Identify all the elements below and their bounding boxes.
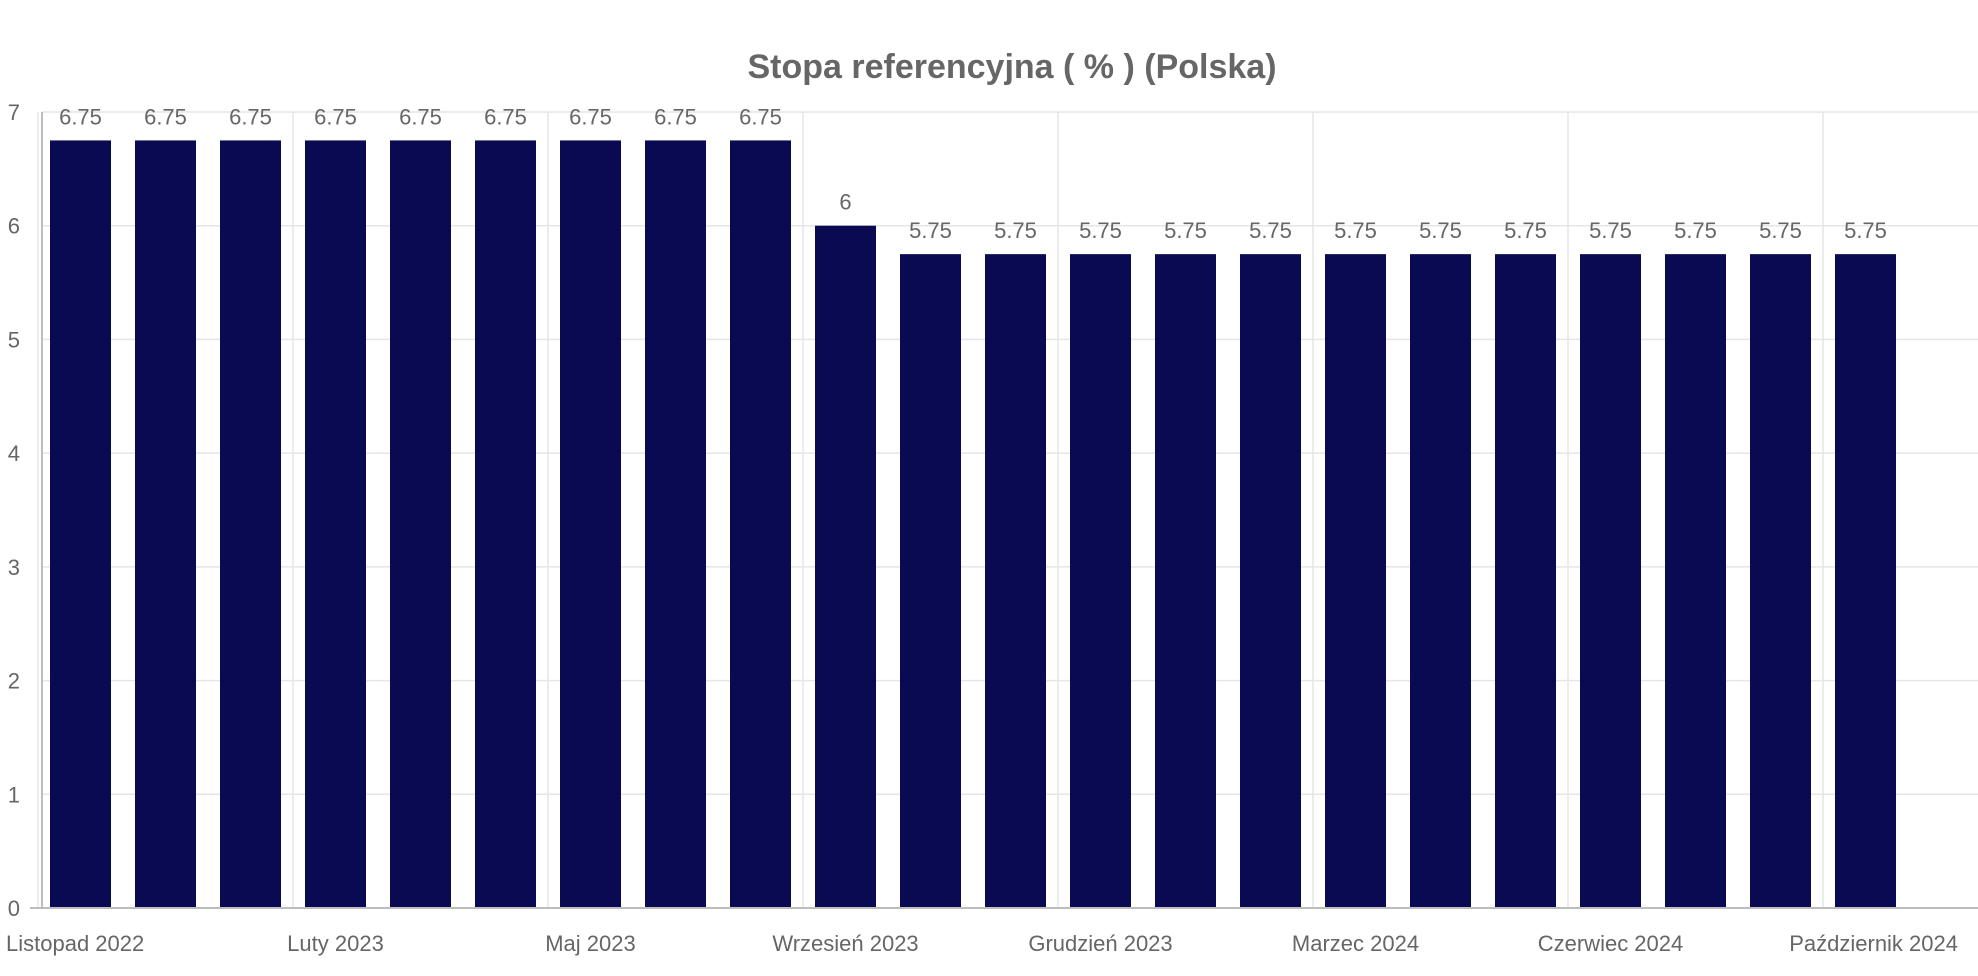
bar xyxy=(1070,254,1131,909)
bar xyxy=(645,140,706,908)
y-tick-label: 7 xyxy=(8,100,20,125)
x-tick-label: Czerwiec 2024 xyxy=(1538,931,1684,956)
bar xyxy=(1155,254,1216,909)
data-labels: 6.75 6.75 6.75 6.75 6.75 6.75 6.75 6.75 6.75 6 5.7… xyxy=(59,104,1887,243)
bar xyxy=(1580,254,1641,909)
bars xyxy=(50,140,1896,909)
data-label: 5.75 xyxy=(1249,218,1292,243)
data-label: 6.75 xyxy=(484,104,527,129)
bar xyxy=(1750,254,1811,909)
data-label: 6.75 xyxy=(144,104,187,129)
data-label: 5.75 xyxy=(1419,218,1462,243)
bar xyxy=(985,254,1046,909)
data-label: 6 xyxy=(839,190,851,215)
data-label: 5.75 xyxy=(994,218,1037,243)
bar xyxy=(475,140,536,908)
bar xyxy=(135,140,196,908)
y-tick-label: 1 xyxy=(8,782,20,807)
bar xyxy=(560,140,621,908)
x-tick-label: Październik 2024 xyxy=(1789,931,1958,956)
data-label: 5.75 xyxy=(1759,218,1802,243)
chart-title: Stopa referencyjna ( % ) (Polska) xyxy=(747,48,1277,86)
axes: 0 1 2 3 4 5 6 7 Listopad 2022 Luty 2023 Maj 2023 Wr… xyxy=(6,100,1978,956)
bar xyxy=(815,225,876,908)
data-label: 6.75 xyxy=(739,104,782,129)
bar xyxy=(390,140,451,908)
data-label: 5.75 xyxy=(909,218,952,243)
x-tick-label: Luty 2023 xyxy=(287,931,384,956)
y-tick-label: 5 xyxy=(8,327,20,352)
data-label: 6.75 xyxy=(569,104,612,129)
data-label: 5.75 xyxy=(1079,218,1122,243)
y-tick-label: 6 xyxy=(8,214,20,239)
data-label: 5.75 xyxy=(1674,218,1717,243)
bar xyxy=(1410,254,1471,909)
x-tick-label: Marzec 2024 xyxy=(1292,931,1419,956)
bar xyxy=(1325,254,1386,909)
bar xyxy=(50,140,111,908)
y-tick-label: 4 xyxy=(8,441,20,466)
x-tick-label: Grudzień 2023 xyxy=(1028,931,1172,956)
x-tick-label: Maj 2023 xyxy=(545,931,636,956)
data-label: 6.75 xyxy=(399,104,442,129)
bar xyxy=(1835,254,1896,909)
data-label: 5.75 xyxy=(1334,218,1377,243)
data-label: 5.75 xyxy=(1589,218,1632,243)
y-tick-label: 0 xyxy=(8,896,20,921)
bar xyxy=(220,140,281,908)
data-label: 6.75 xyxy=(59,104,102,129)
bar xyxy=(305,140,366,908)
bar xyxy=(900,254,961,909)
data-label: 6.75 xyxy=(229,104,272,129)
x-tick-label: Wrzesień 2023 xyxy=(772,931,918,956)
bar xyxy=(1665,254,1726,909)
bar xyxy=(730,140,791,908)
data-label: 5.75 xyxy=(1164,218,1207,243)
data-label: 6.75 xyxy=(654,104,697,129)
data-label: 5.75 xyxy=(1844,218,1887,243)
x-tick-label: Listopad 2022 xyxy=(6,931,144,956)
data-label: 5.75 xyxy=(1504,218,1547,243)
data-label: 6.75 xyxy=(314,104,357,129)
bar xyxy=(1495,254,1556,909)
y-tick-label: 3 xyxy=(8,555,20,580)
y-tick-label: 2 xyxy=(8,669,20,694)
bar xyxy=(1240,254,1301,909)
